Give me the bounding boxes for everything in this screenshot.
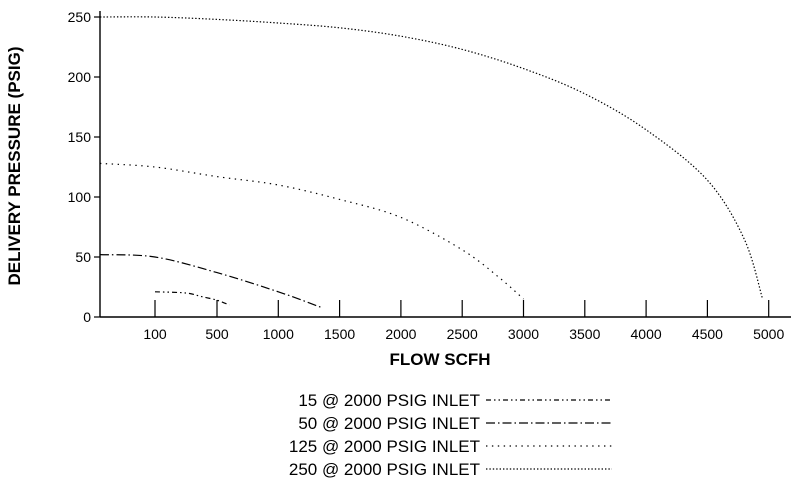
- y-axis-title: DELIVERY PRESSURE (PSIG): [5, 47, 24, 286]
- x-tick-label: 3500: [569, 326, 600, 342]
- y-tick-label: 50: [75, 249, 91, 265]
- series-layer: [99, 16, 764, 308]
- series-line-3: [99, 162, 524, 300]
- y-tick-label: 250: [68, 9, 92, 25]
- y-tick-label: 100: [68, 189, 92, 205]
- x-tick-label: 2500: [447, 326, 478, 342]
- y-tick-label: 0: [83, 309, 91, 325]
- legend-label: 250 @ 2000 PSIG INLET: [289, 460, 480, 479]
- series-line-2: [99, 254, 322, 308]
- y-tick-label: 150: [68, 129, 92, 145]
- x-tick-label: 1500: [324, 326, 355, 342]
- axes: [99, 11, 791, 318]
- x-tick-label: 500: [205, 326, 229, 342]
- y-tick-label: 200: [68, 69, 92, 85]
- x-tick-label: 3000: [508, 326, 539, 342]
- x-tick-label: 4500: [692, 326, 723, 342]
- ticks: 0 50 100 150 200 250 100 500 1000 1500 2000 2500 300…: [68, 9, 785, 342]
- legend-label: 50 @ 2000 PSIG INLET: [298, 414, 480, 433]
- legend-label: 125 @ 2000 PSIG INLET: [289, 437, 480, 456]
- x-tick-label: 4000: [631, 326, 662, 342]
- legend: 15 @ 2000 PSIG INLET 50 @ 2000 PSIG INLET…: [289, 391, 612, 479]
- x-axis-title: FLOW SCFH: [389, 350, 490, 369]
- x-tick-label: 2000: [385, 326, 416, 342]
- x-tick-label: 100: [143, 326, 167, 342]
- x-tick-label: 1000: [263, 326, 294, 342]
- x-tick-label: 5000: [753, 326, 784, 342]
- legend-label: 15 @ 2000 PSIG INLET: [298, 391, 480, 410]
- series-line-4: [99, 16, 764, 300]
- series-line-1: [154, 291, 230, 306]
